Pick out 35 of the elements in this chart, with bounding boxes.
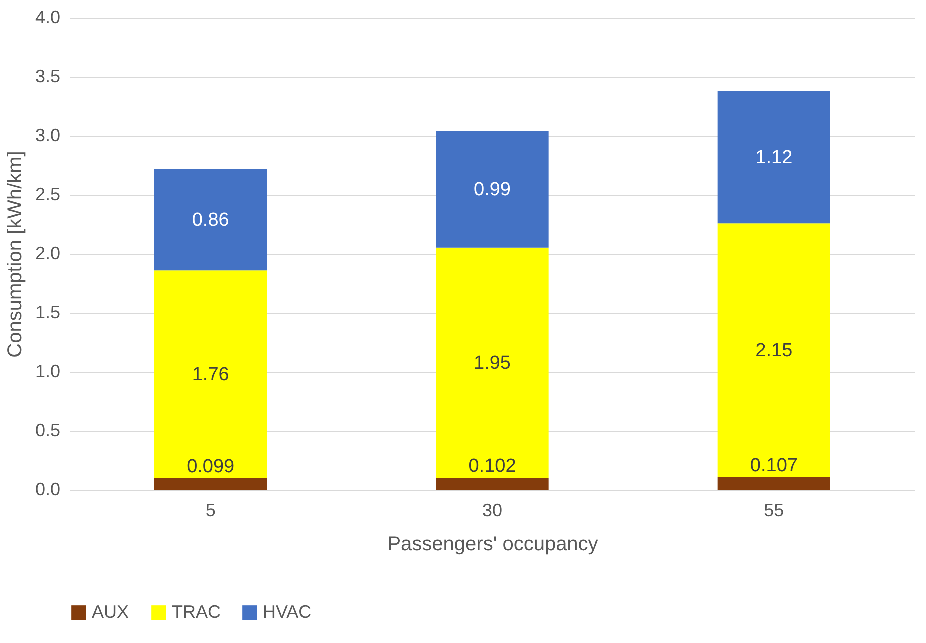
y-tick-label: 3.5 bbox=[35, 66, 60, 86]
x-tick-label: 5 bbox=[206, 500, 216, 520]
bar bbox=[436, 478, 549, 490]
data-label: 1.95 bbox=[474, 352, 511, 374]
data-label: 1.12 bbox=[756, 148, 793, 169]
y-tick-label: 3.0 bbox=[35, 126, 60, 146]
y-tick-label: 2.5 bbox=[35, 184, 60, 204]
bar bbox=[718, 92, 830, 224]
data-label: 2.15 bbox=[756, 340, 793, 362]
y-tick-label: 0.0 bbox=[35, 480, 60, 500]
y-tick-label: 4.0 bbox=[35, 8, 60, 28]
bar bbox=[154, 478, 268, 490]
x-tick-label: 30 bbox=[482, 500, 503, 520]
bar bbox=[154, 270, 268, 478]
data-label: 0.99 bbox=[474, 179, 511, 200]
bar bbox=[436, 248, 549, 478]
bar bbox=[436, 131, 549, 248]
x-tick-label: 55 bbox=[764, 500, 784, 520]
bar bbox=[718, 224, 830, 478]
data-label: 0.102 bbox=[468, 456, 516, 477]
data-label: 0.107 bbox=[750, 455, 798, 476]
y-tick-label: 2.0 bbox=[35, 244, 60, 264]
bar bbox=[154, 169, 268, 271]
data-label: 1.76 bbox=[192, 364, 230, 386]
legend-label: HVAC bbox=[263, 602, 312, 622]
data-label: 0.099 bbox=[187, 456, 235, 478]
bar bbox=[718, 477, 830, 490]
y-tick-label: 1.0 bbox=[35, 362, 60, 382]
legend-label: TRAC bbox=[172, 602, 221, 622]
data-label: 0.86 bbox=[192, 210, 230, 231]
y-tick-label: 1.5 bbox=[35, 302, 60, 322]
x-axis-title: Passengers' occupancy bbox=[388, 534, 598, 556]
y-axis-title: Consumption [kWh/km] bbox=[4, 151, 26, 358]
y-tick-label: 0.5 bbox=[35, 420, 60, 440]
legend-label: AUX bbox=[92, 602, 130, 622]
